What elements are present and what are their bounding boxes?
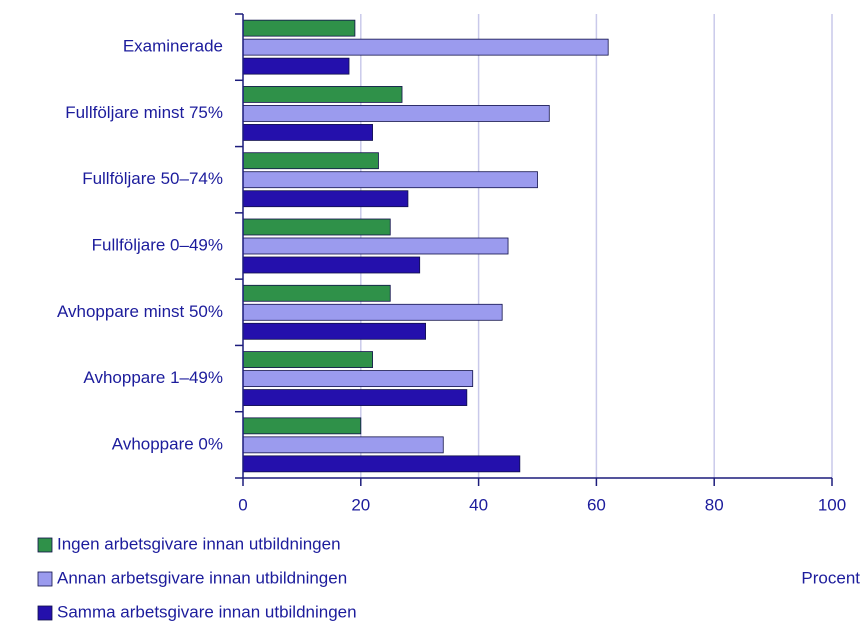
bar xyxy=(242,436,444,454)
category-label: Avhoppare minst 50% xyxy=(57,302,223,321)
legend-swatch xyxy=(37,571,53,587)
bar xyxy=(242,322,426,340)
bar xyxy=(242,124,373,141)
bar xyxy=(242,455,521,473)
bar xyxy=(242,38,609,56)
bar xyxy=(242,303,503,321)
x-tick-label: 40 xyxy=(469,495,488,514)
bar xyxy=(242,86,403,103)
bar xyxy=(242,218,391,236)
bar xyxy=(242,370,474,387)
category-label: Fullföljare 0–49% xyxy=(92,235,223,254)
bar xyxy=(242,389,468,406)
x-axis-label: Procent xyxy=(801,568,860,587)
bar xyxy=(242,256,421,274)
x-tick-label: 100 xyxy=(818,495,846,514)
legend-swatch xyxy=(37,605,53,621)
x-tick-label: 60 xyxy=(587,495,606,514)
category-label: Avhoppare 0% xyxy=(112,434,223,453)
bar xyxy=(242,105,550,122)
bar xyxy=(242,237,509,255)
category-label: Fullföljare minst 75% xyxy=(65,103,223,122)
x-tick-label: 0 xyxy=(238,495,247,514)
bar xyxy=(242,171,538,189)
bar xyxy=(242,417,362,435)
legend-label: Samma arbetsgivare innan utbildningen xyxy=(57,602,357,621)
category-label: Examinerade xyxy=(123,37,223,56)
x-tick-label: 80 xyxy=(705,495,724,514)
bar xyxy=(242,57,350,75)
legend-label: Annan arbetsgivare innan utbildningen xyxy=(57,568,347,587)
legend-swatch xyxy=(37,537,53,553)
bar xyxy=(242,19,356,37)
legend-label: Ingen arbetsgivare innan utbildningen xyxy=(57,534,341,553)
category-label: Fullföljare 50–74% xyxy=(82,169,223,188)
bar xyxy=(242,351,373,368)
category-label: Avhoppare 1–49% xyxy=(83,368,223,387)
x-tick-label: 20 xyxy=(351,495,370,514)
bar xyxy=(242,190,409,208)
bar xyxy=(242,284,391,302)
bar xyxy=(242,152,379,170)
